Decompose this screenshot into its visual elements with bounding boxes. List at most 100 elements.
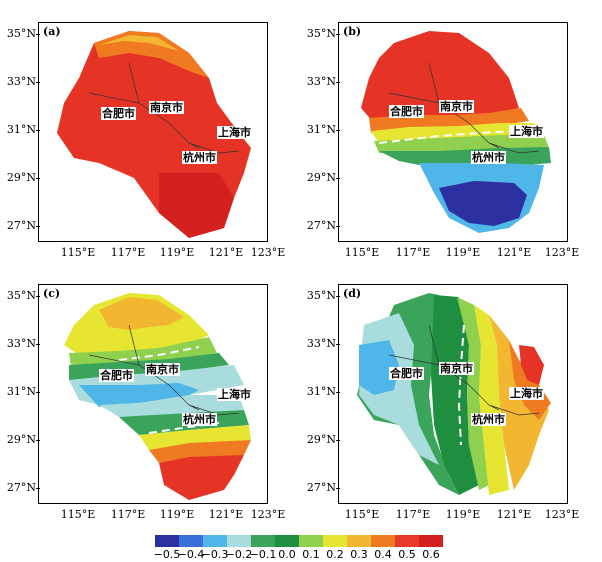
province-boundary <box>88 324 240 416</box>
y-tick: 35°N <box>300 27 340 40</box>
y-tick: 27°N <box>300 481 340 494</box>
city-shanghai: 上海市 <box>509 125 544 138</box>
dashed-zero-line-north <box>118 346 200 361</box>
colorbar-swatch <box>419 535 443 547</box>
colorbar-swatch <box>323 535 347 547</box>
region-red-south <box>159 455 244 500</box>
map-frame: (a) 合肥市 南京市 上海市 杭州市 <box>38 22 268 242</box>
map-a <box>57 31 251 238</box>
region-edge-orange <box>94 31 209 78</box>
colorbar-swatch <box>227 535 251 547</box>
x-tick: 115°E <box>60 508 96 521</box>
province-boundary <box>388 324 540 416</box>
city-hangzhou: 杭州市 <box>471 413 506 426</box>
region-south-dark <box>159 173 234 238</box>
y-tick: 29°N <box>300 433 340 446</box>
y-tick: 31°N <box>300 385 340 398</box>
colorbar-tick-label: 0.0 <box>278 548 296 561</box>
colorbar-swatch <box>179 535 203 547</box>
panel-label: (c) <box>43 287 61 300</box>
region-orange <box>489 315 549 490</box>
x-tick: 115°E <box>344 508 380 521</box>
colorbar-tick-label: 0.5 <box>398 548 416 561</box>
x-tick: 121°E <box>496 246 532 259</box>
colorbar-tick-label: 0.3 <box>350 548 368 561</box>
panel-d: (d) 合肥市 南京市 上海市 杭州市 35°N 33°N 31°N 29°N … <box>300 272 600 534</box>
x-tick: 117°E <box>395 508 431 521</box>
y-tick: 27°N <box>0 219 40 232</box>
x-tick: 123°E <box>544 246 580 259</box>
province-boundary <box>88 62 240 154</box>
y-tick: 27°N <box>300 219 340 232</box>
region-yellow-south <box>139 425 251 450</box>
city-hangzhou: 杭州市 <box>471 151 506 164</box>
colorbar-swatch <box>347 535 371 547</box>
panel-c: (c) 合肥市 南京市 上海市 杭州市 35°N 33°N 31°N 29°N … <box>0 272 300 534</box>
y-tick: 31°N <box>300 123 340 136</box>
region-red <box>361 31 519 123</box>
colorbar-tick-label: −0.1 <box>249 548 277 561</box>
city-hefei: 合肥市 <box>389 367 424 380</box>
colorbar-swatch <box>275 535 299 547</box>
region-cyan <box>359 340 399 395</box>
colorbar-swatch <box>155 535 179 547</box>
colorbar-tick-label: 0.4 <box>374 548 392 561</box>
y-tick: 31°N <box>0 123 40 136</box>
city-hefei: 合肥市 <box>389 105 424 118</box>
province-boundary <box>388 62 540 154</box>
region-orange <box>99 297 184 330</box>
x-tick: 121°E <box>208 508 244 521</box>
region-lightcyan-2 <box>99 395 244 420</box>
y-tick: 33°N <box>0 75 40 88</box>
city-nanjing: 南京市 <box>145 363 180 376</box>
y-tick: 35°N <box>0 27 40 40</box>
region-edge-yellow <box>99 35 179 51</box>
colorbar-swatch <box>251 535 275 547</box>
x-tick: 115°E <box>344 246 380 259</box>
y-tick: 35°N <box>0 289 40 302</box>
panel-label: (a) <box>43 25 61 38</box>
colorbar-swatch <box>371 535 395 547</box>
y-tick: 31°N <box>0 385 40 398</box>
map-frame: (b) 合肥市 南京市 上海市 杭州市 <box>338 22 568 242</box>
map-b <box>361 31 551 233</box>
colorbar-tick-label: −0.5 <box>153 548 181 561</box>
panel-label: (d) <box>343 287 362 300</box>
y-tick: 35°N <box>300 289 340 302</box>
y-tick: 33°N <box>0 337 40 350</box>
panel-b: (b) 合肥市 南京市 上海市 杭州市 35°N 33°N 31°N 29°N … <box>300 10 600 272</box>
city-shanghai: 上海市 <box>509 387 544 400</box>
colorbar-tick-label: −0.4 <box>177 548 205 561</box>
y-tick: 33°N <box>300 337 340 350</box>
region-yellow <box>371 123 539 143</box>
region-yellow <box>474 305 509 495</box>
region-lightgreen <box>457 297 489 490</box>
y-tick: 33°N <box>300 75 340 88</box>
colorbar-swatch <box>203 535 227 547</box>
dashed-zero-line <box>378 130 520 144</box>
x-tick: 121°E <box>496 508 532 521</box>
region-green <box>379 147 551 168</box>
y-tick: 27°N <box>0 481 40 494</box>
x-tick: 119°E <box>159 246 195 259</box>
colorbar-swatch <box>395 535 419 547</box>
x-tick: 123°E <box>250 246 286 259</box>
x-tick: 117°E <box>110 508 146 521</box>
map-d <box>357 293 551 495</box>
colorbar-tick-label: 0.6 <box>422 548 440 561</box>
y-tick: 29°N <box>0 171 40 184</box>
city-shanghai: 上海市 <box>217 126 252 139</box>
map-frame: (c) 合肥市 南京市 上海市 杭州市 <box>38 284 268 504</box>
x-tick: 119°E <box>159 508 195 521</box>
dashed-zero-line <box>457 324 465 446</box>
colorbar-swatch <box>299 535 323 547</box>
city-nanjing: 南京市 <box>149 101 184 114</box>
x-tick: 119°E <box>445 246 481 259</box>
map-frame: (d) 合肥市 南京市 上海市 杭州市 <box>338 284 568 504</box>
colorbar <box>155 535 443 547</box>
city-hefei: 合肥市 <box>99 369 134 382</box>
region-green-mid <box>431 295 479 495</box>
city-nanjing: 南京市 <box>439 100 474 113</box>
city-hangzhou: 杭州市 <box>182 413 217 426</box>
region-orange-south <box>149 440 251 463</box>
